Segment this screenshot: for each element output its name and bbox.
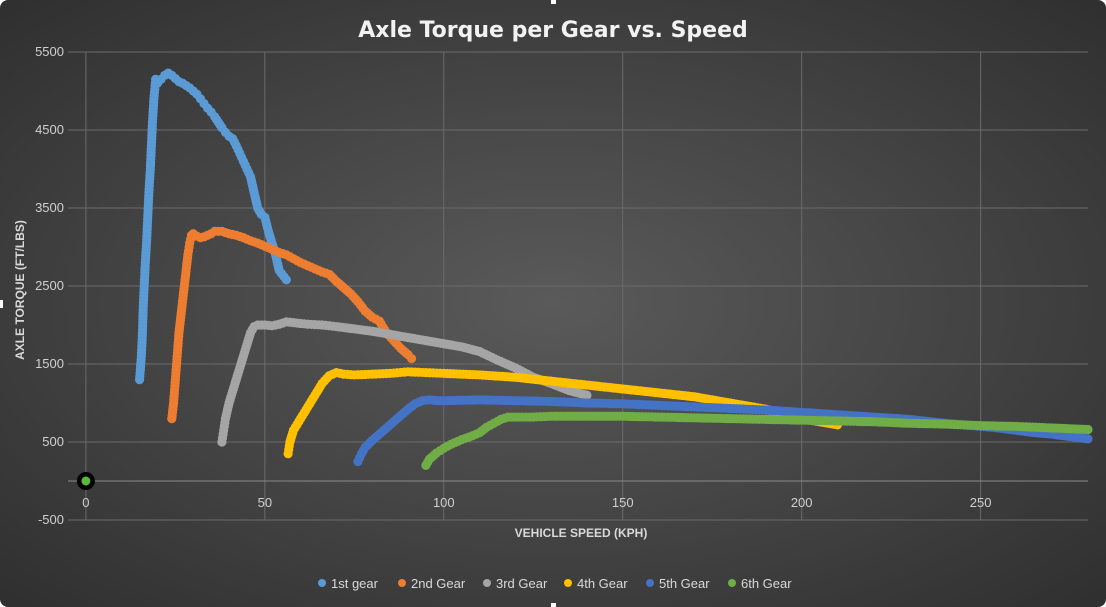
x-axis-title: VEHICLE SPEED (KPH) (515, 526, 648, 540)
y-tick-label: 3500 (35, 200, 64, 215)
x-tick-label: 250 (970, 495, 992, 510)
data-point (406, 353, 417, 364)
x-tick-label: 200 (791, 495, 813, 510)
legend-label: 4th Gear (577, 576, 628, 591)
legend-marker (564, 579, 572, 587)
legend-item[interactable]: 6th Gear (728, 576, 792, 591)
legend-marker (728, 579, 736, 587)
legend-item[interactable]: 1st gear (318, 576, 379, 591)
data-point (1083, 424, 1093, 435)
legend-marker (398, 579, 406, 587)
legend-item[interactable]: 2nd Gear (398, 576, 466, 591)
y-tick-label: 500 (42, 434, 64, 449)
series-points (134, 68, 1093, 470)
y-tick-labels: -500 500 1500 2500 3500 4500 5500 (35, 44, 64, 527)
resize-handle-bottom[interactable] (551, 603, 556, 607)
legend: 1st gear 2nd Gear 3rd Gear 4th Gear 5th Gear… (318, 576, 792, 591)
y-tick-label: -500 (38, 512, 64, 527)
legend-label: 5th Gear (659, 576, 710, 591)
legend-label: 1st gear (331, 576, 379, 591)
x-tick-label: 0 (82, 495, 89, 510)
data-point (1083, 434, 1093, 444)
legend-label: 6th Gear (741, 576, 792, 591)
x-tick-label: 50 (258, 495, 272, 510)
x-tick-label: 150 (612, 495, 634, 510)
chart-title: Axle Torque per Gear vs. Speed (358, 18, 748, 43)
y-tick-label: 2500 (35, 278, 64, 293)
origin-marker (81, 476, 91, 486)
resize-handle-top[interactable] (551, 0, 556, 4)
series-5 (353, 395, 1093, 467)
legend-item[interactable]: 4th Gear (564, 576, 628, 591)
legend-label: 2nd Gear (411, 576, 466, 591)
legend-marker (483, 579, 491, 587)
legend-marker (646, 579, 654, 587)
x-tick-labels: 0 50 100 150 200 250 (82, 495, 991, 510)
data-point (281, 275, 291, 285)
y-axis-title: AXLE TORQUE (FT/LBS) (13, 220, 27, 360)
legend-marker (318, 579, 326, 587)
x-tick-label: 100 (433, 495, 455, 510)
legend-label: 3rd Gear (496, 576, 548, 591)
resize-handle-left[interactable] (0, 300, 3, 308)
data-point (582, 390, 592, 400)
y-tick-label: 1500 (35, 356, 64, 371)
y-tick-label: 5500 (35, 44, 64, 59)
series-2 (167, 226, 417, 424)
legend-item[interactable]: 3rd Gear (483, 576, 548, 591)
series-1 (134, 68, 291, 385)
y-tick-label: 4500 (35, 122, 64, 137)
origin-point (76, 472, 95, 490)
series-6 (421, 411, 1093, 470)
legend-item[interactable]: 5th Gear (646, 576, 710, 591)
